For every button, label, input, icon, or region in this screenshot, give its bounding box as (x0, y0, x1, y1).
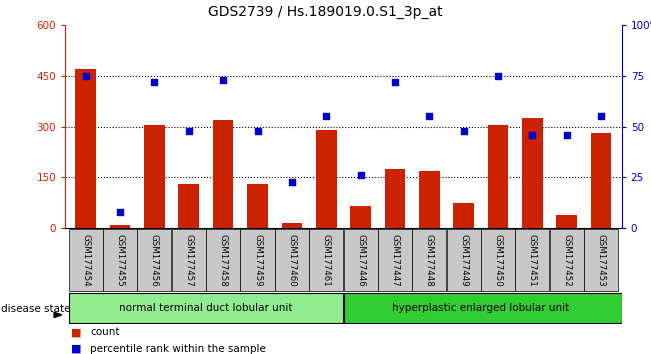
FancyBboxPatch shape (309, 229, 343, 291)
FancyBboxPatch shape (103, 229, 137, 291)
FancyBboxPatch shape (584, 229, 618, 291)
Point (424, 114, 434, 119)
Point (253, 128, 263, 133)
Text: count: count (90, 327, 120, 337)
Text: disease state: disease state (1, 304, 71, 314)
FancyBboxPatch shape (137, 229, 171, 291)
Text: hyperplastic enlarged lobular unit: hyperplastic enlarged lobular unit (392, 303, 570, 313)
Text: GSM177447: GSM177447 (391, 234, 400, 287)
Point (596, 114, 606, 119)
Text: GSM177459: GSM177459 (253, 234, 262, 286)
FancyBboxPatch shape (69, 293, 343, 323)
Point (115, 209, 125, 215)
FancyBboxPatch shape (206, 229, 240, 291)
Bar (213, 120, 234, 228)
FancyBboxPatch shape (447, 229, 480, 291)
FancyBboxPatch shape (481, 229, 515, 291)
Point (355, 173, 366, 178)
Bar (316, 130, 337, 228)
Bar (590, 133, 611, 228)
Text: percentile rank within the sample: percentile rank within the sample (90, 344, 266, 354)
Text: GSM177461: GSM177461 (322, 234, 331, 287)
Bar (385, 169, 405, 228)
Text: normal terminal duct lobular unit: normal terminal duct lobular unit (119, 303, 293, 313)
Point (81, 73, 91, 79)
Bar (110, 225, 130, 228)
Point (321, 114, 331, 119)
Text: GSM177449: GSM177449 (459, 234, 468, 286)
Text: GSM177456: GSM177456 (150, 234, 159, 287)
Text: GSM177451: GSM177451 (528, 234, 537, 287)
Bar (419, 171, 439, 228)
Text: GSM177450: GSM177450 (493, 234, 503, 287)
Bar (557, 215, 577, 228)
Text: GSM177457: GSM177457 (184, 234, 193, 287)
FancyBboxPatch shape (549, 229, 584, 291)
FancyBboxPatch shape (344, 293, 622, 323)
Bar (281, 223, 302, 228)
Text: GSM177454: GSM177454 (81, 234, 90, 287)
Bar (76, 69, 96, 228)
Bar (522, 118, 543, 228)
Bar (488, 125, 508, 228)
FancyBboxPatch shape (344, 229, 378, 291)
FancyBboxPatch shape (69, 229, 103, 291)
Bar (178, 184, 199, 228)
Text: GSM177446: GSM177446 (356, 234, 365, 287)
Text: ■: ■ (71, 327, 81, 337)
Text: GSM177458: GSM177458 (219, 234, 228, 287)
Point (527, 132, 538, 138)
Bar (350, 206, 371, 228)
Point (493, 73, 503, 79)
Point (286, 179, 297, 184)
Point (184, 128, 194, 133)
Point (458, 128, 469, 133)
FancyBboxPatch shape (412, 229, 447, 291)
Bar (144, 125, 165, 228)
Text: GSM177453: GSM177453 (596, 234, 605, 287)
Text: GSM177460: GSM177460 (287, 234, 296, 287)
Point (390, 79, 400, 85)
Polygon shape (54, 312, 62, 318)
Point (149, 79, 159, 85)
Text: ■: ■ (71, 344, 81, 354)
Text: GDS2739 / Hs.189019.0.S1_3p_at: GDS2739 / Hs.189019.0.S1_3p_at (208, 5, 443, 19)
FancyBboxPatch shape (240, 229, 275, 291)
Point (218, 77, 229, 82)
Point (562, 132, 572, 138)
FancyBboxPatch shape (172, 229, 206, 291)
FancyBboxPatch shape (378, 229, 412, 291)
Text: GSM177448: GSM177448 (425, 234, 434, 287)
Bar (453, 203, 474, 228)
Bar (247, 184, 268, 228)
FancyBboxPatch shape (275, 229, 309, 291)
Text: GSM177455: GSM177455 (116, 234, 124, 287)
Text: GSM177452: GSM177452 (562, 234, 571, 287)
FancyBboxPatch shape (516, 229, 549, 291)
